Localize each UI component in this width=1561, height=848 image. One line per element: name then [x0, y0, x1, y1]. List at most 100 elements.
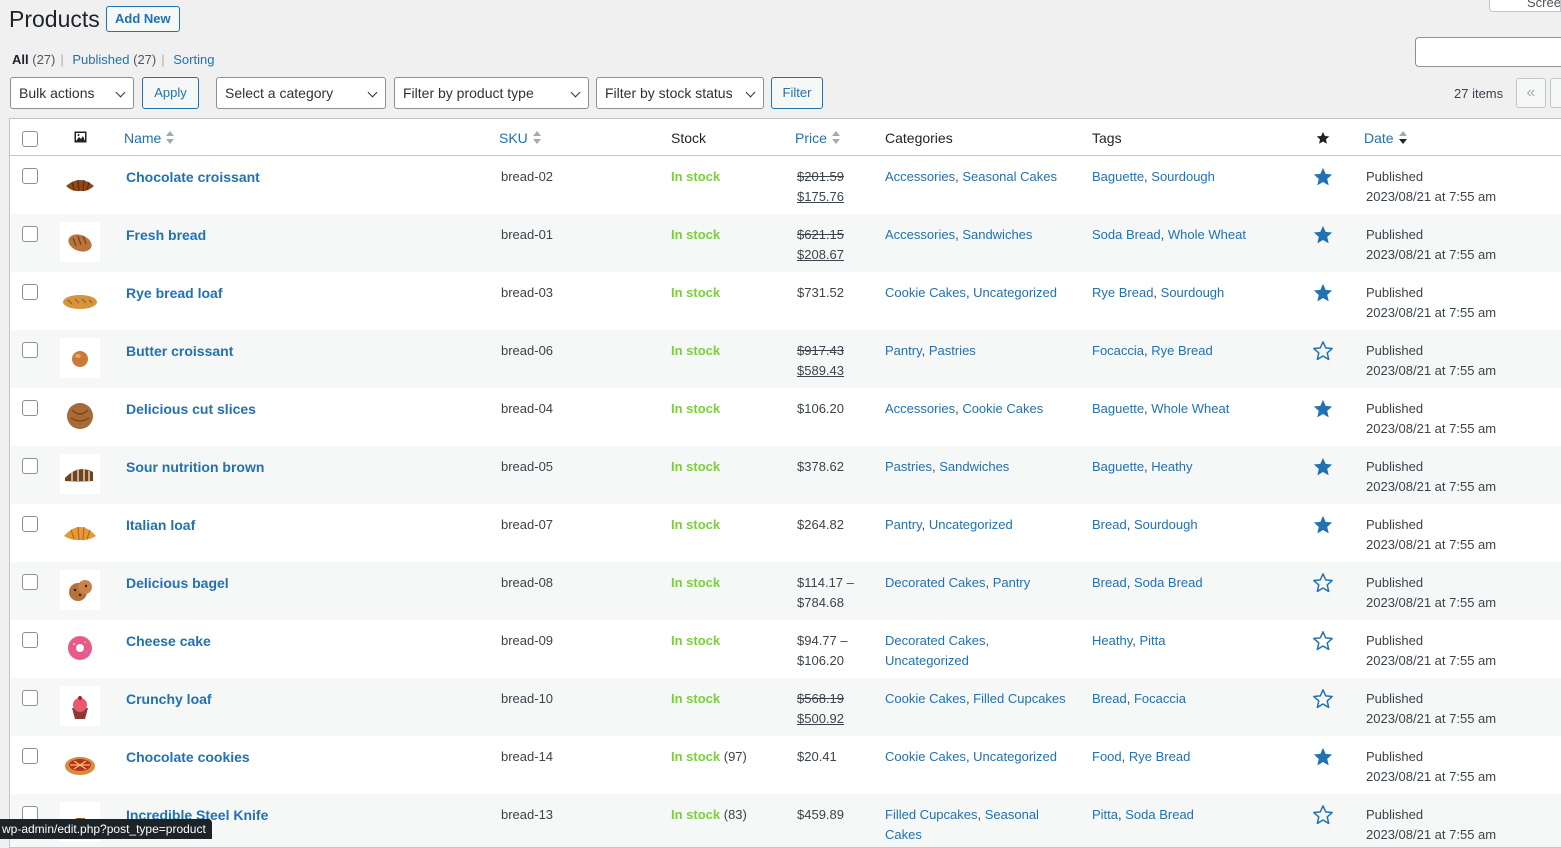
product-name-link[interactable]: Italian loaf [126, 517, 196, 533]
featured-star-empty-icon[interactable] [1312, 630, 1334, 652]
tag-link[interactable]: Sourdough [1151, 169, 1215, 184]
filter-button[interactable]: Filter [771, 77, 823, 109]
row-checkbox[interactable] [22, 226, 38, 242]
product-name-link[interactable]: Chocolate cookies [126, 749, 250, 765]
tag-link[interactable]: Whole Wheat [1151, 401, 1230, 416]
tag-link[interactable]: Sourdough [1160, 285, 1225, 300]
tag-link[interactable]: Pitta [1139, 633, 1166, 648]
category-link[interactable]: Cookie Cakes [885, 749, 966, 764]
tag-link[interactable]: Soda Bread [1133, 575, 1203, 590]
view-published-link[interactable]: Published [72, 52, 130, 67]
row-checkbox[interactable] [22, 284, 38, 300]
product-thumbnail[interactable] [60, 164, 100, 204]
category-link[interactable]: Cookie Cakes [885, 285, 966, 300]
featured-star-filled-icon[interactable] [1312, 398, 1334, 420]
featured-star-filled-icon[interactable] [1312, 746, 1334, 768]
featured-star-filled-icon[interactable] [1312, 224, 1334, 246]
category-link[interactable]: Pastries [885, 459, 932, 474]
product-thumbnail[interactable] [60, 686, 100, 726]
category-link[interactable]: Sandwiches [962, 227, 1033, 242]
tag-link[interactable]: Soda Bread [1125, 807, 1194, 822]
tag-link[interactable]: Bread [1092, 517, 1127, 532]
category-link[interactable]: Pastries [928, 343, 976, 358]
featured-star-empty-icon[interactable] [1312, 804, 1334, 826]
product-thumbnail[interactable] [60, 628, 100, 668]
category-link[interactable]: Cakes [885, 827, 922, 842]
column-date[interactable]: Date [1364, 130, 1407, 146]
tag-link[interactable]: Rye Bread [1151, 343, 1213, 358]
row-checkbox[interactable] [22, 748, 38, 764]
tag-link[interactable]: Focaccia [1133, 691, 1186, 706]
tag-link[interactable]: Rye Bread [1128, 749, 1191, 764]
tag-link[interactable]: Focaccia [1092, 343, 1145, 358]
first-page-button[interactable]: « [1516, 78, 1546, 108]
category-link[interactable]: Filled Cupcakes [973, 691, 1066, 706]
product-type-select[interactable]: Filter by product type [394, 77, 589, 109]
featured-star-filled-icon[interactable] [1312, 514, 1334, 536]
product-name-link[interactable]: Crunchy loaf [126, 691, 212, 707]
column-name[interactable]: Name [124, 130, 175, 146]
category-link[interactable]: Uncategorized [973, 749, 1057, 764]
tag-link[interactable]: Whole Wheat [1167, 227, 1246, 242]
featured-star-icon[interactable] [1316, 131, 1330, 145]
product-thumbnail[interactable] [60, 280, 100, 320]
category-link[interactable]: Filled Cupcakes [885, 807, 978, 822]
stock-status-select[interactable]: Filter by stock status [596, 77, 764, 109]
category-link[interactable]: Uncategorized [928, 517, 1013, 532]
product-name-link[interactable]: Butter croissant [126, 343, 234, 359]
row-checkbox[interactable] [22, 574, 38, 590]
product-name-link[interactable]: Delicious bagel [126, 575, 229, 591]
category-link[interactable]: Decorated Cakes [885, 575, 986, 590]
tag-link[interactable]: Bread [1092, 691, 1127, 706]
category-link[interactable]: Accessories [885, 401, 956, 416]
featured-star-filled-icon[interactable] [1312, 456, 1334, 478]
tag-link[interactable]: Heathy [1092, 633, 1133, 648]
category-link[interactable]: Decorated Cakes, [885, 633, 990, 648]
category-link[interactable]: Pantry [992, 575, 1031, 590]
featured-star-filled-icon[interactable] [1312, 166, 1334, 188]
tag-link[interactable]: Baguette [1092, 401, 1145, 416]
product-thumbnail[interactable] [60, 570, 100, 610]
featured-star-empty-icon[interactable] [1312, 688, 1334, 710]
bulk-actions-select[interactable]: Bulk actions [10, 77, 134, 109]
tag-link[interactable]: Soda Bread [1092, 227, 1161, 242]
category-link[interactable]: Pantry [885, 517, 922, 532]
column-price[interactable]: Price [795, 130, 840, 146]
tag-link[interactable]: Bread [1092, 575, 1127, 590]
category-link[interactable]: Uncategorized [885, 653, 969, 668]
apply-button[interactable]: Apply [142, 77, 199, 109]
add-new-button[interactable]: Add New [106, 6, 180, 32]
tag-link[interactable]: Rye Bread [1092, 285, 1154, 300]
tag-link[interactable]: Sourdough [1133, 517, 1198, 532]
product-thumbnail[interactable] [60, 338, 100, 378]
category-link[interactable]: Cookie Cakes [962, 401, 1044, 416]
product-name-link[interactable]: Sour nutrition brown [126, 459, 265, 475]
row-checkbox[interactable] [22, 342, 38, 358]
product-name-link[interactable]: Delicious cut slices [126, 401, 256, 417]
category-link[interactable]: Pantry [885, 343, 922, 358]
featured-star-filled-icon[interactable] [1312, 282, 1334, 304]
tag-link[interactable]: Heathy [1151, 459, 1193, 474]
product-thumbnail[interactable] [60, 222, 100, 262]
category-link[interactable]: Cookie Cakes [885, 691, 966, 706]
tag-link[interactable]: Pitta [1092, 807, 1119, 822]
row-checkbox[interactable] [22, 400, 38, 416]
row-checkbox[interactable] [22, 632, 38, 648]
category-select[interactable]: Select a category [216, 77, 386, 109]
product-thumbnail[interactable] [60, 396, 100, 436]
row-checkbox[interactable] [22, 458, 38, 474]
category-link[interactable]: Seasonal Cakes [962, 169, 1057, 184]
product-name-link[interactable]: Chocolate croissant [126, 169, 260, 185]
tag-link[interactable]: Baguette [1092, 169, 1145, 184]
column-sku[interactable]: SKU [499, 130, 541, 146]
category-link[interactable]: Accessories [885, 169, 956, 184]
product-name-link[interactable]: Fresh bread [126, 227, 207, 243]
product-name-link[interactable]: Cheese cake [126, 633, 211, 649]
screen-options-tab[interactable]: Screen Options [1489, 0, 1561, 12]
select-all-checkbox[interactable] [22, 131, 38, 147]
prev-page-button[interactable] [1550, 78, 1561, 108]
row-checkbox[interactable] [22, 516, 38, 532]
row-checkbox[interactable] [22, 168, 38, 184]
row-checkbox[interactable] [22, 690, 38, 706]
product-name-link[interactable]: Rye bread loaf [126, 285, 223, 301]
